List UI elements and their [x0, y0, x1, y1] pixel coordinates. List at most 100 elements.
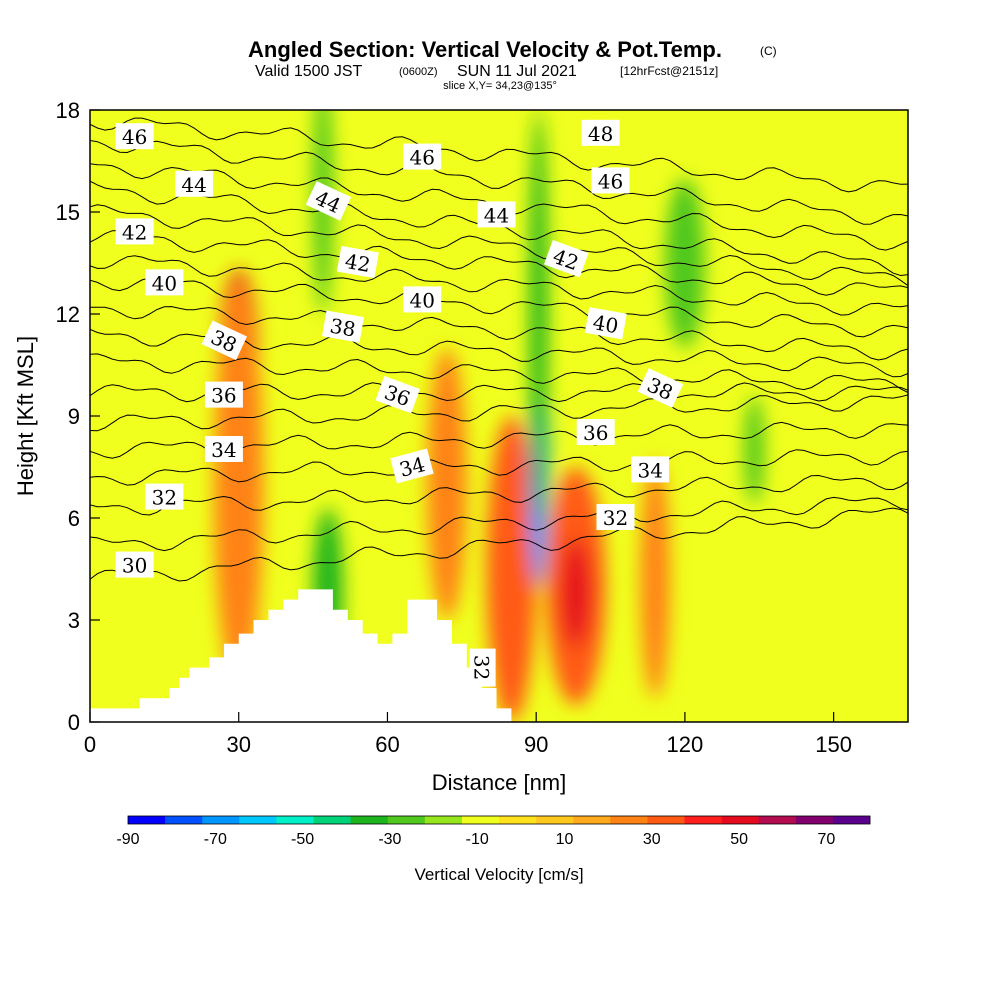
colorbar-segment — [128, 816, 166, 824]
x-tick-label: 150 — [815, 732, 852, 757]
colorbar-segment — [610, 816, 648, 824]
colorbar-tick-label: 70 — [818, 831, 836, 848]
x-tick-label: 60 — [375, 732, 399, 757]
contour-label-1: 44 — [175, 170, 214, 197]
contour-label-text: 32 — [470, 655, 494, 680]
contour-label-13: 38 — [322, 310, 364, 343]
contour-label-5: 36 — [204, 381, 243, 408]
velocity-cell-13 — [744, 395, 765, 505]
colorbar-segment — [202, 816, 240, 824]
contour-label-text: 34 — [637, 458, 662, 482]
y-tick-label: 0 — [68, 710, 80, 735]
contour-label-text: 36 — [211, 384, 236, 408]
contour-label-17: 48 — [581, 119, 620, 146]
colorbar-frame — [127, 815, 871, 825]
theta-contour-46 — [90, 140, 908, 225]
x-tick-label: 30 — [226, 732, 250, 757]
contour-label-0: 46 — [115, 123, 154, 150]
velocity-cell-2 — [218, 467, 259, 671]
colorbar-segment — [721, 816, 759, 824]
colorbar-tick-label: 10 — [556, 831, 574, 848]
copyright-mark: (C) — [760, 44, 777, 58]
colorbar-segment — [795, 816, 834, 824]
velocity-cell-4 — [486, 416, 537, 722]
y-tick-label: 6 — [68, 506, 80, 531]
contour-label-text: 46 — [409, 146, 434, 170]
contour-label-text: 40 — [409, 288, 434, 312]
theta-contour-47 — [90, 117, 908, 193]
colorbar-segment — [647, 816, 685, 824]
contour-label-8: 30 — [115, 551, 154, 578]
colorbar-segment — [313, 816, 351, 824]
colorbar-segment — [499, 816, 537, 824]
colorbar-segment — [573, 816, 611, 824]
theta-contour-43 — [90, 204, 908, 287]
y-tick-label: 12 — [56, 302, 80, 327]
y-tick-label: 9 — [68, 404, 80, 429]
slice-info: slice X,Y= 34,23@135° — [443, 80, 557, 92]
colorbar-segment — [239, 816, 277, 824]
contour-label-18: 46 — [591, 167, 630, 194]
colorbar-title: Vertical Velocity [cm/s] — [414, 865, 583, 884]
theta-contour-30 — [90, 507, 908, 582]
colorbar-tick-label: -90 — [116, 831, 139, 848]
colorbar-segment — [165, 816, 203, 824]
contour-label-2: 42 — [115, 218, 154, 245]
theta-contour-37 — [90, 353, 908, 394]
colorbar-tick-label: -10 — [466, 831, 489, 848]
contour-label-text: 32 — [152, 486, 177, 510]
theta-contour-42 — [90, 230, 908, 296]
valid-utc: (0600Z) — [399, 66, 438, 78]
velocity-cell-7 — [640, 460, 671, 699]
colorbar-tick-label: -50 — [291, 831, 314, 848]
colorbar-segment — [461, 816, 500, 824]
colorbar-tick-label: -70 — [204, 831, 227, 848]
colorbar-segment — [758, 816, 797, 824]
contour-label-3: 40 — [145, 269, 184, 296]
colorbar-segment — [350, 816, 388, 824]
contour-label-text: 46 — [598, 169, 623, 193]
contour-label-24: 32 — [596, 504, 635, 530]
x-tick-label: 90 — [524, 732, 548, 757]
y-axis-label: Height [Kft MSL] — [13, 336, 38, 496]
contour-label-text: 44 — [181, 173, 206, 197]
theta-contour-39 — [90, 306, 908, 361]
contour-label-22: 36 — [576, 419, 615, 445]
velocity-cell-6 — [560, 538, 591, 648]
theta-contour-32 — [90, 474, 908, 516]
contour-label-23: 34 — [631, 456, 670, 483]
colorbar-segment — [684, 816, 722, 824]
forecast-info: [12hrFcst@2151z] — [620, 64, 718, 78]
contour-label-text: 44 — [484, 203, 509, 227]
contour-labels: 4644424038363432304644424038363444484642… — [115, 119, 684, 687]
theta-contour-41 — [90, 255, 908, 316]
contour-label-text: 40 — [591, 310, 620, 338]
contour-label-20: 40 — [584, 307, 627, 340]
theta-contour-33 — [90, 449, 908, 486]
theta-contour-35 — [90, 394, 908, 432]
contour-label-7: 32 — [145, 483, 184, 510]
colorbar-segment — [424, 816, 463, 824]
contour-label-25: 32 — [469, 648, 496, 687]
velocity-cell-9 — [529, 110, 548, 518]
colorbar: -90 -70 -50 -30 -10 10 30 50 70 — [116, 815, 871, 848]
valid-prefix: Valid 1500 JST — [255, 63, 363, 80]
velocity-cell-3 — [427, 348, 467, 620]
colorbar-segment — [536, 816, 574, 824]
contour-label-6: 34 — [204, 436, 243, 462]
contour-label-14: 36 — [375, 375, 421, 414]
x-tick-label: 0 — [84, 732, 96, 757]
colorbar-segment — [387, 816, 426, 824]
contour-label-text: 38 — [328, 314, 357, 342]
x-axis: 0 30 60 90 120 150 — [84, 712, 852, 757]
contour-label-text: 42 — [343, 249, 372, 277]
contour-label-16: 44 — [477, 201, 516, 228]
colorbar-tick-label: 50 — [730, 831, 748, 848]
x-axis-label: Distance [nm] — [432, 770, 567, 795]
terrain — [90, 589, 512, 722]
contour-label-text: 32 — [603, 506, 628, 530]
contour-label-text: 36 — [583, 421, 608, 445]
contour-label-text: 42 — [122, 220, 147, 244]
